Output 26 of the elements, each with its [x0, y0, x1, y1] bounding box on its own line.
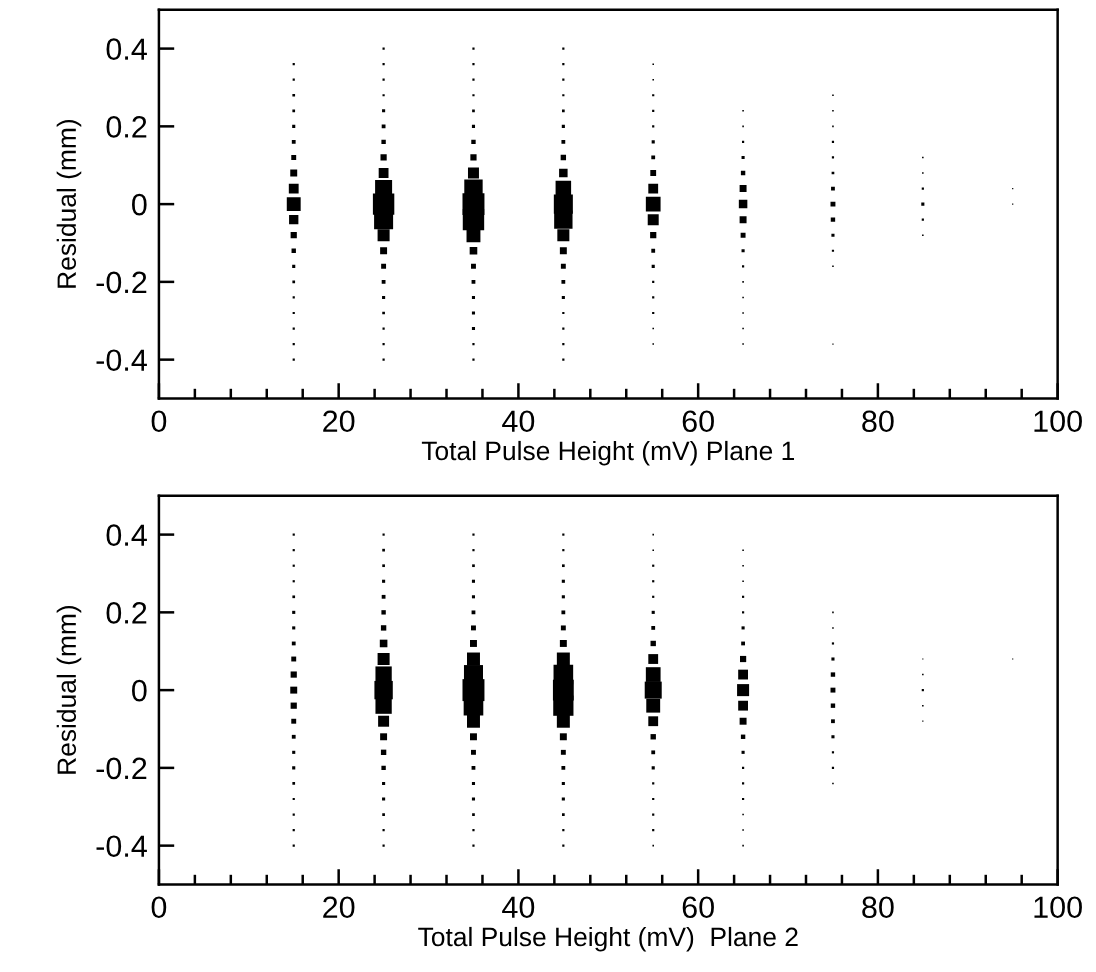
x-tick-label: 100 [1034, 896, 1082, 919]
x-axis-title: Total Pulse Height (mV) Plane 2 [418, 926, 798, 952]
y-axis-title: Residual (mm) [56, 605, 82, 774]
x-tick-label: 100 [1034, 410, 1082, 433]
x-tick-label: 80 [862, 896, 894, 919]
y-tick-label: -0.4 [96, 835, 147, 858]
x-tick-label: 40 [502, 896, 535, 919]
x-tick-label: 60 [682, 896, 714, 919]
x-tick-label: 40 [502, 410, 535, 433]
y-tick-label: 0.4 [106, 524, 147, 546]
y-axis-title: Residual (mm) [56, 119, 82, 288]
y-tick-label: 0.2 [106, 116, 147, 138]
x-tick-label: 80 [862, 410, 894, 433]
y-tick-label: -0.2 [96, 271, 147, 294]
y-tick-label: -0.4 [96, 349, 147, 372]
x-axis-title: Total Pulse Height (mV) Plane 1 [421, 440, 795, 466]
x-tick-label: 60 [682, 410, 714, 433]
x-tick-label: 20 [323, 410, 355, 433]
y-tick-label: 0 [132, 193, 147, 216]
x-tick-label: 0 [151, 410, 167, 433]
y-tick-label: 0 [132, 679, 147, 702]
y-tick-label: 0.4 [106, 38, 147, 60]
x-tick-label: 0 [151, 896, 167, 919]
y-tick-label: 0.2 [106, 602, 147, 624]
y-tick-label: -0.2 [96, 757, 147, 780]
x-tick-label: 20 [323, 896, 355, 919]
